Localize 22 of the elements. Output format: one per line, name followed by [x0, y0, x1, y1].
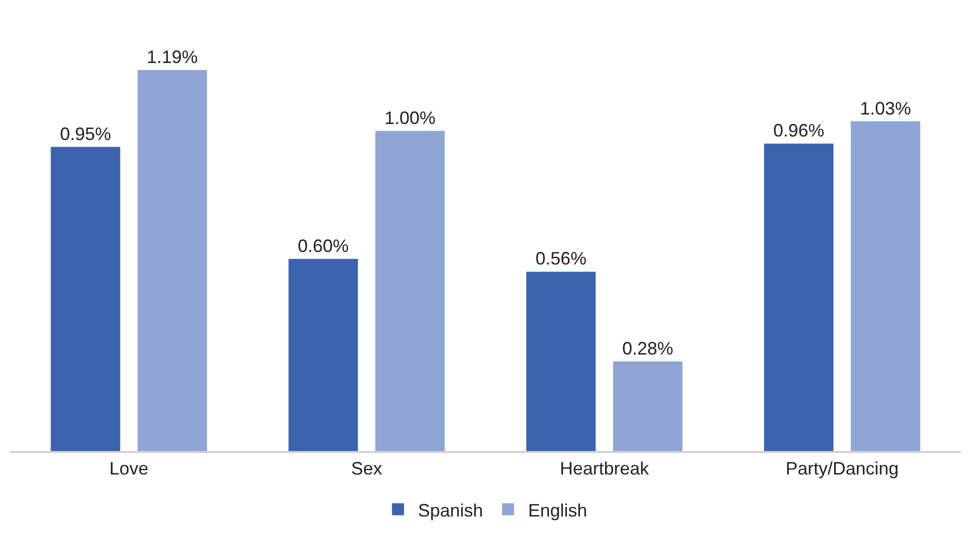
- legend-label: English: [528, 500, 588, 520]
- bar: [613, 361, 682, 451]
- data-label: 0.56%: [535, 248, 587, 269]
- bar: [138, 70, 207, 451]
- data-label: 0.96%: [773, 120, 824, 141]
- bar: [50, 146, 120, 451]
- x-tick-label: Party/Dancing: [786, 458, 899, 478]
- x-tick-label: Heartbreak: [560, 458, 650, 478]
- data-label: 1.00%: [384, 108, 436, 128]
- data-label: 1.03%: [860, 98, 912, 118]
- x-tick-label: Sex: [351, 458, 382, 478]
- bar: [288, 258, 358, 451]
- bar: [764, 144, 834, 451]
- bar: [850, 121, 920, 451]
- x-tick-label: Love: [109, 458, 148, 478]
- data-label: 0.28%: [622, 338, 674, 358]
- data-label: 0.95%: [60, 124, 112, 144]
- bar: [526, 272, 596, 451]
- legend-label: Spanish: [418, 500, 484, 520]
- bar: [375, 130, 445, 451]
- data-label: 1.19%: [146, 47, 198, 68]
- data-label: 0.60%: [298, 236, 349, 256]
